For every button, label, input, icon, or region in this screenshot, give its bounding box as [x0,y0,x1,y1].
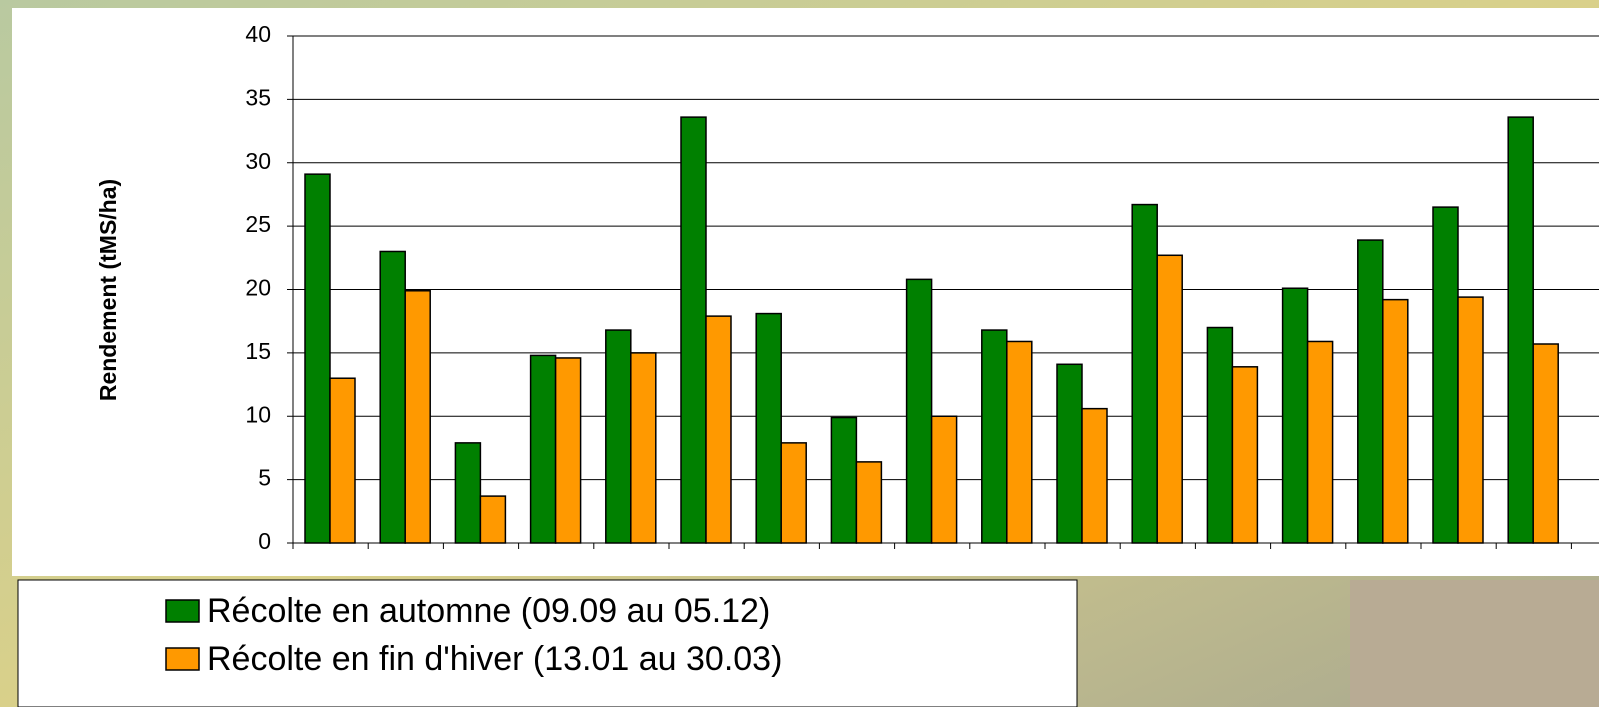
y-tick-label: 10 [245,401,271,427]
bar [1231,366,1259,544]
bar [905,278,933,544]
bar [830,416,858,544]
y-axis-label: Rendement (tMS/ha) [95,179,121,401]
legend-label: Récolte en fin d'hiver (13.01 au 30.03) [207,640,782,678]
bar [755,312,782,544]
bar [1507,116,1534,544]
y-tick-label: 0 [258,528,271,554]
y-tick-label: 40 [245,21,271,47]
bar [479,495,507,544]
bar [529,354,557,544]
bar [1532,343,1559,544]
bar [329,377,356,544]
legend-label: Récolte en automne (09.09 au 05.12) [207,592,770,630]
bar [1281,287,1309,544]
bar [379,250,406,544]
photo [1350,580,1599,707]
bar [1156,254,1183,544]
y-tick-label: 5 [258,465,271,491]
bar [404,290,431,544]
y-tick-label: 30 [245,148,271,174]
y-tick-label: 15 [245,338,271,364]
y-tick-label: 35 [245,84,271,110]
legend-swatch [165,599,200,623]
bar [930,415,958,544]
y-tick-label: 25 [245,211,271,237]
bar [630,352,657,544]
bar [554,357,582,544]
bar [1206,326,1234,544]
bar [1357,239,1384,544]
bar [780,442,807,544]
bar [605,329,632,544]
bar [1056,363,1083,544]
bar [855,461,883,544]
bar [1131,203,1158,544]
bar [1081,407,1108,544]
legend-swatch [165,647,200,671]
bar [454,442,482,544]
bar [1457,296,1484,544]
bar [1432,206,1459,544]
bar [1006,340,1033,544]
bar [1306,340,1334,544]
bar [981,329,1008,544]
bar [1382,298,1409,544]
bar [304,173,331,544]
y-tick-label: 20 [245,275,271,301]
bar [705,315,732,544]
bar [680,116,707,544]
